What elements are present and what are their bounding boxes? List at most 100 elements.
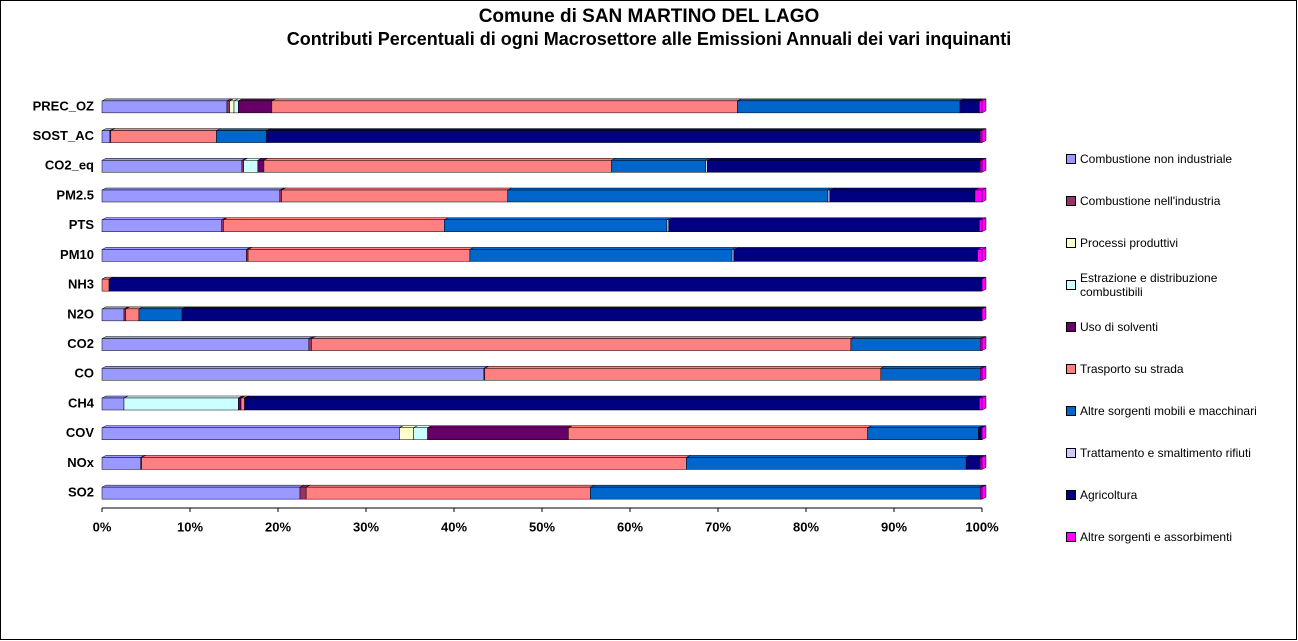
bar-segment-top bbox=[281, 187, 512, 191]
bar-segment-face bbox=[305, 486, 591, 500]
bar-segment-top bbox=[223, 217, 449, 220]
bar-segment bbox=[427, 425, 573, 440]
bar-segment-top bbox=[266, 128, 985, 131]
bar-segment-face bbox=[101, 160, 243, 173]
bar-segment-face bbox=[101, 338, 310, 351]
bar-segment-face bbox=[123, 308, 127, 322]
chart-subtitle: Contributi Percentuali di ogni Macrosett… bbox=[287, 29, 1011, 49]
bar-segment-face bbox=[979, 397, 983, 411]
legend-item: Uso di solventi bbox=[1066, 306, 1281, 348]
bar-segment bbox=[244, 395, 984, 411]
legend-swatch bbox=[1066, 238, 1076, 248]
x-tick-label: 70% bbox=[705, 519, 731, 534]
bar-segment-face bbox=[101, 368, 485, 381]
bar-segment-face bbox=[263, 160, 612, 173]
bar-segment-face bbox=[125, 308, 140, 322]
bar-segment-face bbox=[101, 249, 247, 262]
bar-segment-face bbox=[279, 189, 282, 203]
bar-segment-face bbox=[979, 130, 983, 143]
bar-segment bbox=[101, 98, 232, 114]
y-tick-label: CH4 bbox=[68, 395, 95, 410]
bar-segment bbox=[305, 484, 595, 500]
bar-segment bbox=[271, 98, 742, 114]
legend-swatch bbox=[1066, 322, 1076, 332]
bar-segment-face bbox=[978, 427, 982, 440]
bar-segment-face bbox=[233, 100, 239, 114]
bar-segment bbox=[101, 484, 305, 500]
bar-segment bbox=[611, 158, 710, 173]
bar-end bbox=[981, 336, 987, 351]
bar-segment bbox=[507, 187, 833, 203]
bar-segment bbox=[101, 336, 313, 351]
bar-segment-top bbox=[867, 425, 983, 428]
bar-end bbox=[981, 187, 987, 203]
bar-segment-face bbox=[257, 160, 265, 173]
legend-label: Combustione nell'industria bbox=[1080, 194, 1221, 208]
y-tick-label: COV bbox=[66, 425, 95, 440]
bar-segment bbox=[590, 484, 985, 500]
bar-segment-face bbox=[101, 278, 110, 292]
bar-segment bbox=[138, 306, 187, 322]
legend-label: Estrazione e distribuzione combustibili bbox=[1080, 271, 1218, 299]
bar-segment-face bbox=[507, 189, 829, 203]
bar-segment-top bbox=[568, 425, 872, 428]
bar-segment bbox=[281, 187, 512, 203]
bar-segment-face bbox=[241, 160, 244, 173]
x-tick-label: 80% bbox=[793, 519, 819, 534]
x-tick-label: 10% bbox=[177, 519, 203, 534]
bar-segment-face bbox=[101, 427, 400, 440]
bar-segment-top bbox=[108, 276, 987, 280]
bar-segment-face bbox=[101, 397, 125, 411]
bar-segment-face bbox=[686, 457, 967, 470]
legend-label: Trasporto su strada bbox=[1080, 362, 1184, 376]
bar-segment-top bbox=[686, 455, 971, 458]
bar-segment-face bbox=[965, 457, 981, 470]
y-tick-label: SO2 bbox=[68, 485, 94, 500]
bar-segment-face bbox=[399, 427, 414, 440]
bar-segment-face bbox=[238, 100, 273, 114]
bar-segment-top bbox=[444, 217, 672, 220]
y-tick-label: CO bbox=[75, 366, 95, 381]
bar-segment bbox=[484, 366, 885, 381]
bar-segment bbox=[101, 276, 114, 292]
bar-segment bbox=[979, 217, 987, 232]
bar-segment-face bbox=[246, 249, 249, 262]
bar-end bbox=[981, 455, 987, 470]
x-tick-label: 30% bbox=[353, 519, 379, 534]
bar-segment-face bbox=[101, 189, 281, 203]
bar-end bbox=[981, 98, 987, 114]
bar-segment-top bbox=[101, 158, 247, 161]
y-tick-label: NOx bbox=[67, 455, 95, 470]
bar-segment-face bbox=[123, 397, 239, 411]
bar-segment-face bbox=[223, 219, 445, 232]
bar-segment bbox=[101, 158, 247, 173]
bar-segment-face bbox=[668, 219, 980, 232]
x-tick-label: 90% bbox=[881, 519, 907, 534]
bar-segment-top bbox=[216, 128, 271, 131]
legend-item: Altre sorgenti mobili e macchinari bbox=[1066, 390, 1281, 432]
legend: Combustione non industriale Combustione n… bbox=[1066, 138, 1281, 558]
bar-segment-face bbox=[108, 278, 983, 292]
legend-item: Agricoltura bbox=[1066, 474, 1281, 516]
y-tick-label: NH3 bbox=[68, 277, 94, 292]
bar-segment bbox=[101, 217, 226, 232]
bar-end bbox=[981, 425, 987, 441]
bar-segment-top bbox=[590, 484, 985, 488]
legend-swatch bbox=[1066, 490, 1076, 500]
bar-segment-face bbox=[101, 486, 301, 500]
bar-segment-face bbox=[979, 100, 983, 114]
legend-label: Combustione non industriale bbox=[1080, 152, 1233, 166]
bar-segment-face bbox=[427, 427, 569, 440]
bar-segment-face bbox=[880, 368, 981, 381]
bar-end bbox=[981, 247, 987, 262]
y-tick-label: CO2_eq bbox=[45, 158, 94, 173]
bar-segment bbox=[311, 336, 855, 351]
bar-end bbox=[981, 395, 987, 411]
bar-segment-top bbox=[484, 366, 885, 369]
bar-segment-face bbox=[101, 130, 111, 143]
legend-item: Combustione non industriale bbox=[1066, 138, 1281, 180]
legend-label: Agricoltura bbox=[1080, 488, 1138, 502]
bar-segment-top bbox=[101, 484, 305, 488]
y-tick-label: PTS bbox=[69, 217, 95, 232]
x-tick-label: 0% bbox=[93, 519, 112, 534]
